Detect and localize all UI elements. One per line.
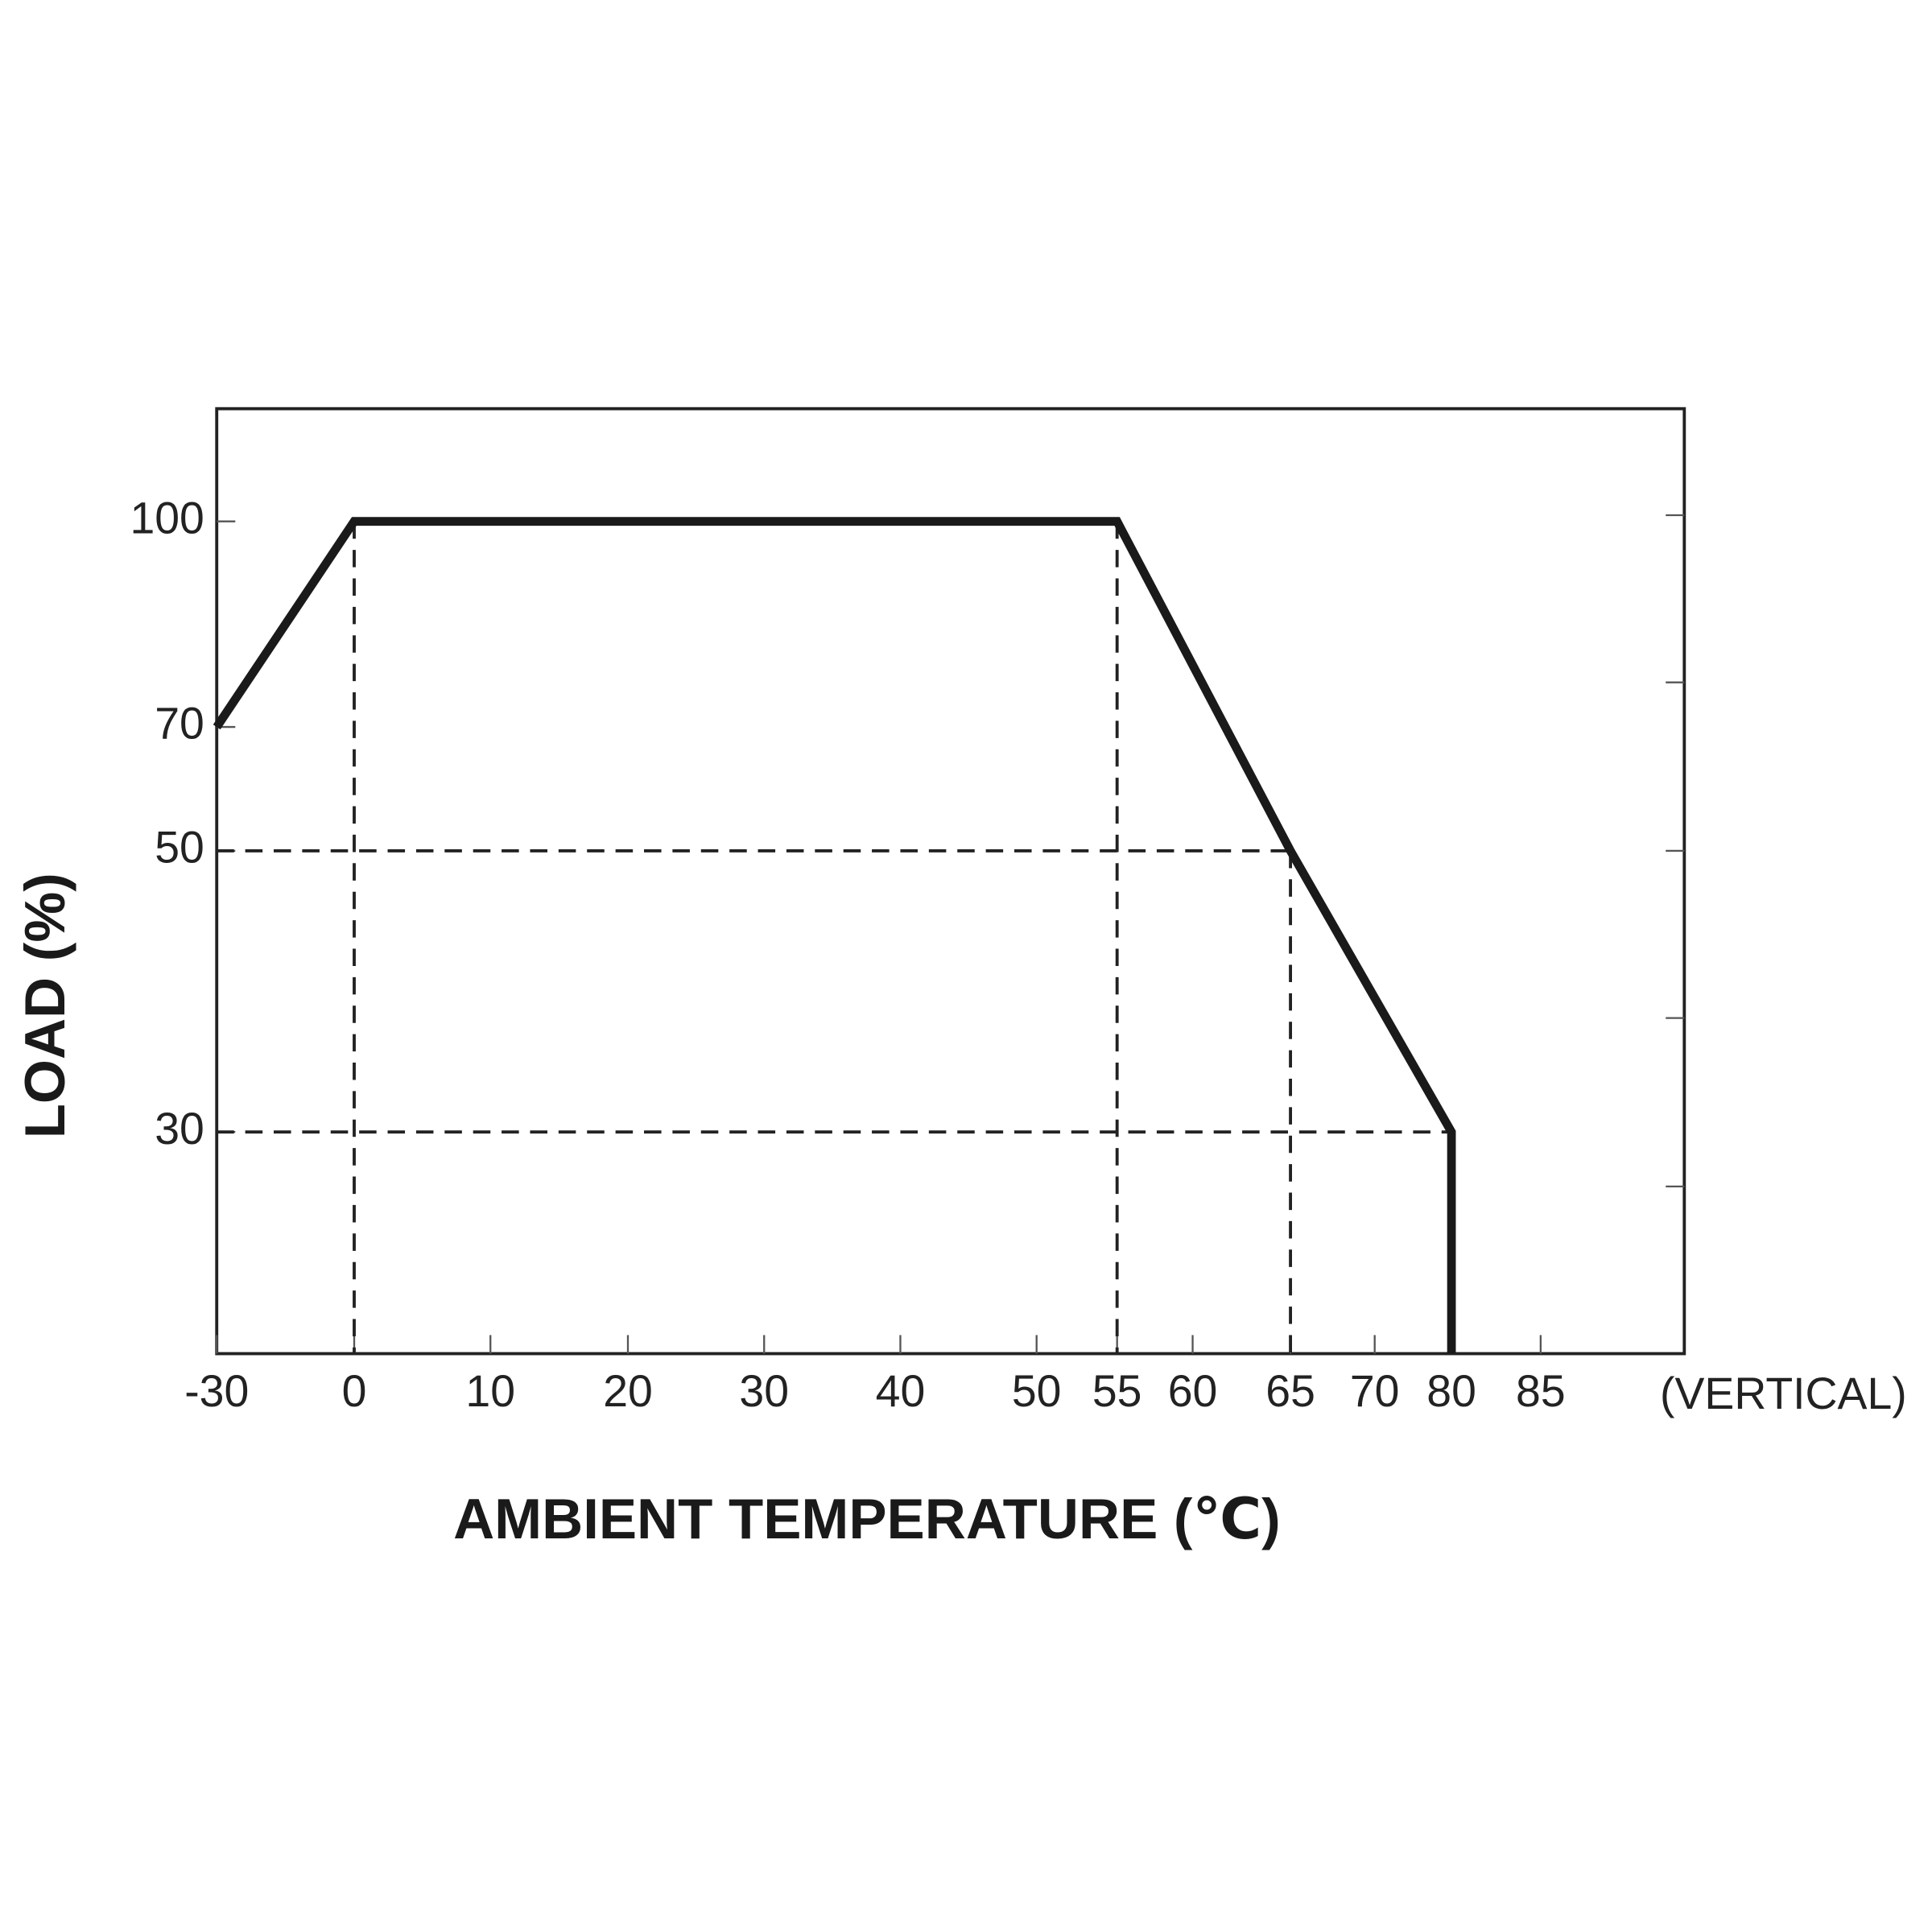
- x-tick-label: 30: [739, 1366, 789, 1416]
- y-tick-label: 50: [155, 823, 204, 873]
- x-tick-label: 20: [603, 1366, 653, 1416]
- data-line: [213, 517, 1456, 1354]
- x-tick-label: 60: [1168, 1366, 1218, 1416]
- y-tick-label: 30: [155, 1104, 204, 1154]
- x-tick-label: 55: [1092, 1366, 1142, 1416]
- x-tick-label: 40: [876, 1366, 926, 1416]
- x-tick-label: -30: [184, 1366, 249, 1416]
- y-axis-title: LOAD (%): [13, 873, 76, 1138]
- x-tick-label: 65: [1265, 1366, 1315, 1416]
- x-tick-label: 85: [1516, 1366, 1566, 1416]
- x-tick-label: 50: [1012, 1366, 1062, 1416]
- y-tick-label: 70: [155, 699, 204, 749]
- x-tick-label: 0: [342, 1366, 367, 1416]
- x-tick-label: 10: [465, 1366, 515, 1416]
- plot-frame: [215, 407, 1686, 1356]
- right-ticks: [1666, 514, 1685, 1187]
- x-tick-label: 80: [1426, 1366, 1476, 1416]
- x-tick-label: 70: [1350, 1366, 1400, 1416]
- annotation: (VERTICAL): [1660, 1368, 1907, 1418]
- x-axis-title: AMBIENT TEMPERATURE (℃): [453, 1487, 1281, 1550]
- y-tick-label: 100: [130, 493, 204, 543]
